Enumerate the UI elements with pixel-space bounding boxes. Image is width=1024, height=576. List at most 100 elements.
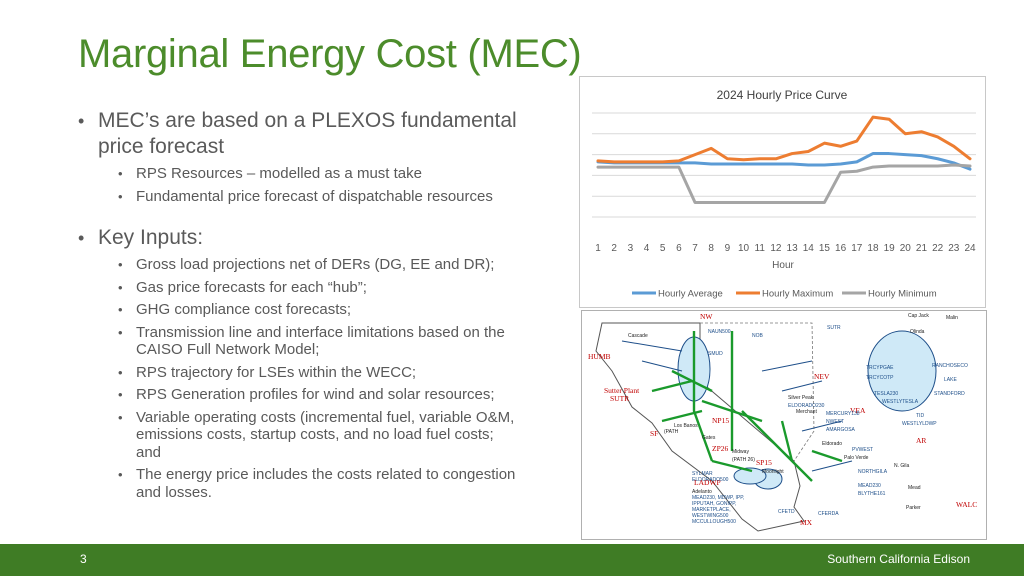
map-label: Sutter Plant (604, 386, 640, 395)
legend-label: Hourly Maximum (762, 289, 833, 300)
map-label: ELDORADO500 (692, 477, 729, 483)
map-label: WESTWING500 (692, 513, 729, 519)
map-label: Cap Jack (908, 313, 929, 319)
sub-bullet: Fundamental price forecast of dispatchab… (98, 188, 518, 206)
x-tick-label: 23 (948, 243, 960, 254)
map-label: NORTHGILA (858, 469, 888, 475)
x-tick-label: 1 (595, 243, 601, 254)
sub-bullet: The energy price includes the costs rela… (98, 466, 518, 501)
place-labels: Cap Jack Malin Olinda Cascade Silver Pea… (628, 313, 958, 511)
sub-bullet: RPS trajectory for LSEs within the WECC; (98, 364, 518, 382)
map-label: NAUN500 (708, 329, 731, 335)
map-label: LADWP (694, 478, 721, 487)
map-label: ELDORADO230 (788, 403, 825, 409)
map-label: Eldorado (822, 441, 842, 447)
map-label: MCCULLOUGH500 (692, 519, 736, 525)
x-axis-label: Hour (772, 260, 794, 271)
x-tick-label: 15 (819, 243, 831, 254)
zone-ladwp (733, 467, 767, 485)
map-label: RANCHOSECO (932, 363, 968, 369)
bullet-text: MEC’s are based on a PLEXOS fundamental … (98, 109, 517, 158)
x-tick-label: 17 (851, 243, 863, 254)
map-label: NEV (814, 372, 830, 381)
state-boundary-nevada (700, 322, 815, 462)
x-tick-label: 18 (867, 243, 879, 254)
map-label: Gates (702, 435, 716, 441)
map-label: CFETD (778, 509, 795, 515)
map-label: SP15 (756, 458, 772, 467)
map-label: NOB (752, 333, 764, 339)
sub-bullet: Transmission line and interface limitati… (98, 324, 518, 359)
bullet-list: MEC’s are based on a PLEXOS fundamental … (78, 108, 518, 501)
map-label: SF (650, 429, 658, 438)
node-labels: NAUN500 NOB SUTR SMUD TRCYPGAE TRCYCOTP … (692, 325, 968, 525)
chart-gridlines (592, 112, 976, 218)
map-label: Palo Verde (844, 455, 869, 461)
transmission-map-svg: NW HUMB Sutter Plant SUTR SF NEV VEA NP1… (588, 312, 977, 532)
map-label: MEAD230 (858, 483, 881, 489)
map-label: Los Banos (674, 423, 698, 429)
map-label: (PATH (664, 429, 679, 435)
slide-title: Marginal Energy Cost (MEC) (78, 32, 582, 76)
x-tick-label: 5 (660, 243, 666, 254)
map-label: Olinda (910, 329, 925, 335)
x-tick-label: 12 (770, 243, 782, 254)
x-tick-label: 7 (692, 243, 698, 254)
map-label: MX (800, 518, 813, 527)
map-label: AMARGOSA (826, 427, 856, 433)
sub-bullet: Gas price forecasts for each “hub”; (98, 279, 518, 297)
map-label: (PATH 26) (732, 457, 755, 463)
x-tick-label: 9 (725, 243, 731, 254)
zone-labels: NW HUMB Sutter Plant SUTR SF NEV VEA NP1… (588, 312, 977, 527)
map-label: SUTR (610, 394, 629, 403)
map-label: AR (916, 436, 926, 445)
series-line-hourly-maximum (596, 115, 972, 164)
map-label: CFERDA (818, 511, 839, 517)
map-label: Adelanto (692, 489, 712, 495)
x-tick-label: 16 (835, 243, 847, 254)
chart-series (596, 115, 972, 204)
bullet-key-inputs: Key Inputs: Gross load projections net o… (78, 225, 518, 501)
map-label: Moonlight (762, 469, 784, 475)
map-label: TESLA230 (874, 391, 898, 397)
map-label: NW (700, 312, 713, 321)
legend-label: Hourly Minimum (868, 289, 937, 300)
map-label: WESTLYTESLA (882, 399, 919, 405)
map-label: SYLMAR (692, 471, 713, 477)
wecc-transmission-map: NW HUMB Sutter Plant SUTR SF NEV VEA NP1… (581, 310, 987, 540)
x-tick-label: 3 (628, 243, 634, 254)
map-label: Parker (906, 505, 921, 511)
map-label: WESTLYLDWP (902, 421, 937, 427)
map-label: NP15 (712, 416, 729, 425)
map-label: VEA (850, 406, 866, 415)
map-label: IPPUTAH, GONIPP, (692, 501, 736, 507)
map-label: Malin (946, 315, 958, 321)
map-label: Mead (908, 485, 921, 491)
x-tick-label: 21 (916, 243, 928, 254)
x-tick-label: 19 (884, 243, 896, 254)
map-label: BLYTHE161 (858, 491, 886, 497)
x-tick-label: 24 (964, 243, 976, 254)
map-label: Silver Peak (788, 395, 814, 401)
map-label: LAKE (944, 377, 957, 383)
x-tick-label: 20 (900, 243, 912, 254)
x-tick-label: 14 (803, 243, 815, 254)
x-tick-label: 4 (644, 243, 650, 254)
map-label: TID (916, 413, 924, 419)
sub-bullet: RPS Generation profiles for wind and sol… (98, 386, 518, 404)
map-label: MEAD230, MDWP, IPP, (692, 495, 744, 501)
map-label: TRCYCOTP (866, 375, 894, 381)
x-tick-labels: 1 2 3 4 5 6 7 8 9 10 11 12 13 14 15 16 17 18 19 20 21 22 23 24 (595, 243, 976, 254)
map-label: ZP26 (712, 444, 729, 453)
x-tick-label: 6 (676, 243, 682, 254)
sub-bullet: RPS Resources – modelled as a must take (98, 165, 518, 183)
bullet-mec-basis: MEC’s are based on a PLEXOS fundamental … (78, 108, 518, 205)
sub-bullet: Variable operating costs (incremental fu… (98, 409, 518, 462)
chart-legend: Hourly Average Hourly Maximum Hourly Minim… (632, 289, 937, 300)
bullet-text: Key Inputs: (98, 226, 204, 249)
transmission-links (651, 331, 843, 482)
legend-label: Hourly Average (658, 289, 723, 300)
map-label: STANDFORD (934, 391, 965, 397)
state-boundary (595, 322, 805, 532)
map-label: WALC (956, 500, 977, 509)
